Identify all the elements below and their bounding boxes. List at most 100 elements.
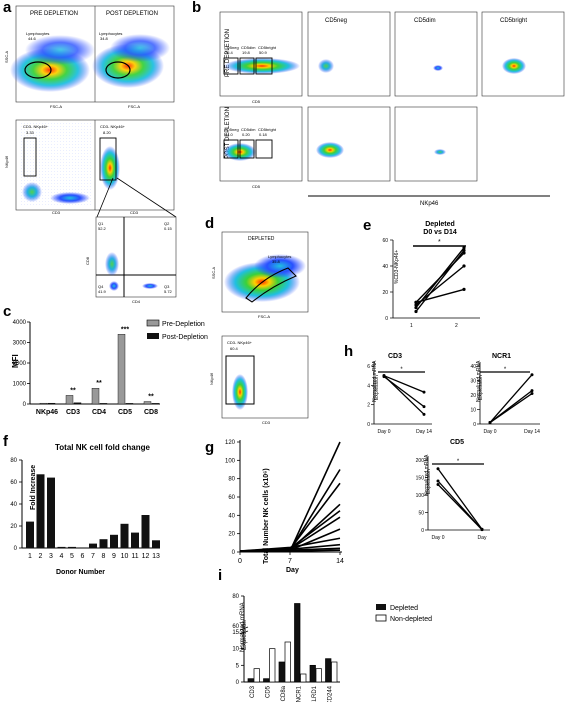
h-ytick-label: 0: [421, 528, 424, 534]
flow-plot-post-fsc-ssc: Lymphocytes 34.8: [92, 31, 170, 88]
flow-plot-pre-cd3-nkp46: CD3- NKp46+ 3.33: [20, 122, 92, 207]
panel-a: a PRE DEPLETION POST DEPLETION Lymphocyt…: [3, 0, 177, 304]
svg-text:CD5: CD5: [252, 184, 261, 189]
flow-plot-b-post-cd5-ssc: CD5neg 64.0 CD5dim 0.20 CD5bright 0.18: [223, 127, 277, 161]
flow-plot-b-post-cd5neg: [316, 142, 344, 158]
e-point: [414, 303, 418, 307]
svg-text:3.33: 3.33: [26, 130, 35, 135]
h-xtick-label: Day 0: [483, 429, 496, 435]
h-title-ncr1: NCR1: [492, 353, 511, 360]
svg-text:Lymphocytes: Lymphocytes: [26, 31, 49, 36]
svg-text:52.2: 52.2: [98, 226, 107, 231]
h-ytick-label: 2: [367, 403, 370, 409]
svg-text:Normalized mRNA: Normalized mRNA: [424, 454, 430, 496]
svg-text:Normalized mRNA: Normalized mRNA: [476, 360, 482, 402]
panel-letter-g: g: [205, 439, 214, 456]
svg-text:CD4: CD4: [132, 299, 141, 304]
i-ytick-label: 0: [236, 680, 240, 686]
e-point: [462, 246, 466, 250]
e-ylabel: %CD3-NKp46+: [394, 250, 400, 284]
i-xtick-label: CD5: [266, 685, 272, 698]
svg-text:FSC-A: FSC-A: [128, 104, 140, 109]
f-bar: [36, 474, 45, 548]
svg-text:Expression: Expression: [478, 375, 484, 400]
f-xlabel: Donor Number: [56, 569, 105, 576]
svg-text:DEPLETED: DEPLETED: [248, 236, 275, 242]
svg-text:CD5bright: CD5bright: [500, 18, 527, 24]
svg-text:CD3- NKp46+: CD3- NKp46+: [227, 340, 253, 345]
svg-text:NKp46: NKp46: [209, 372, 214, 385]
h-xtick-label: Day 14: [524, 429, 540, 435]
g-xlabel: Day: [286, 567, 299, 574]
svg-text:Normalized mRNA: Normalized mRNA: [240, 602, 246, 652]
h-point: [422, 412, 426, 416]
svg-text:CD5dim: CD5dim: [241, 45, 256, 50]
svg-text:CD5dim: CD5dim: [241, 127, 256, 132]
flow-plot-cd4-cd8-quadrant: Q1 52.2 Q2 0.15 Q4 41.9 Q3 5.72 CD8 CD4: [85, 216, 177, 304]
h-series-line: [383, 375, 425, 393]
f-bar: [141, 515, 150, 548]
svg-text:*: *: [438, 239, 441, 246]
f-xtick-label: 4: [60, 553, 64, 560]
h-ytick-label: 6: [367, 364, 370, 370]
h-ytick-label: 30: [470, 379, 476, 385]
h-ytick-label: 4: [367, 383, 370, 389]
c-bar: [151, 403, 160, 405]
svg-text:Normalized mRNA: Normalized mRNA: [372, 360, 378, 402]
e-point: [462, 287, 466, 291]
c-legend-pre: Pre-Depletion: [162, 321, 205, 328]
e-series-line: [415, 249, 465, 312]
i-bar: [325, 658, 332, 683]
h-ytick-label: 0: [473, 422, 476, 428]
svg-text:Expression: Expression: [374, 375, 380, 400]
h-point: [436, 479, 440, 483]
e-ytick-label: 0: [385, 316, 388, 322]
f-xtick-label: 2: [39, 553, 43, 560]
i-legend-depleted: Depleted: [390, 605, 418, 612]
i-bar: [331, 661, 338, 683]
c-legend: Pre-Depletion Post-Depletion: [146, 319, 208, 341]
f-ytick-label: 0: [14, 546, 18, 552]
panel-c: c MFI 0 1000 2000 3000 4000 NKp46 CD3 CD4 CD5 CD…: [3, 303, 208, 416]
c-sig-mark: ***: [121, 326, 129, 333]
svg-text:CD5bright: CD5bright: [258, 127, 277, 132]
g-ytick-label: 120: [225, 440, 236, 446]
svg-text:0.15: 0.15: [164, 226, 173, 231]
c-legend-post: Post-Depletion: [162, 334, 208, 341]
c-ytick-label: 1000: [13, 382, 27, 388]
panel-g: g Total Number NK cells (x10⁶) 0 20 40 60 80…: [205, 439, 344, 574]
i-xtick-label: CD3: [250, 685, 256, 698]
e-title-2: D0 vs D14: [423, 229, 457, 236]
i-xtick-label: KLRD1: [312, 685, 318, 702]
i-bar: [300, 673, 307, 683]
c-xtick-label: NKp46: [36, 409, 58, 416]
h-sig-mark: *: [400, 367, 403, 373]
f-xtick-label: 9: [112, 553, 116, 560]
svg-text:5.72: 5.72: [164, 289, 173, 294]
svg-text:SSC-A: SSC-A: [4, 50, 9, 63]
c-sig-mark: **: [148, 394, 154, 401]
c-bar: [65, 395, 74, 405]
svg-text:50.9: 50.9: [259, 50, 268, 55]
svg-text:CD8: CD8: [85, 256, 90, 265]
c-xtick-label: CD5: [118, 409, 132, 416]
f-xtick-label: 5: [70, 553, 74, 560]
c-xtick-label: CD8: [144, 409, 158, 416]
svg-text:Q4: Q4: [98, 284, 104, 289]
e-point: [462, 248, 466, 252]
g-ytick-label: 80: [228, 477, 235, 483]
svg-text:FSC-A: FSC-A: [258, 314, 270, 319]
h-ytick-label: 10: [470, 408, 476, 414]
h-point: [530, 389, 534, 393]
panel-letter-b: b: [192, 0, 201, 16]
h-series-line: [489, 374, 533, 423]
c-sig-mark: **: [96, 380, 102, 387]
i-axis-break: [239, 626, 249, 631]
c-ytick-label: 3000: [13, 341, 27, 347]
flow-plot-b-pre-cd5bright: [502, 58, 526, 74]
e-series-line: [415, 265, 465, 306]
svg-text:44.6: 44.6: [28, 36, 37, 41]
c-bar: [91, 388, 100, 405]
h-title-cd3: CD3: [388, 353, 402, 360]
i-legend-nondepleted: Non-depleted: [390, 616, 432, 623]
